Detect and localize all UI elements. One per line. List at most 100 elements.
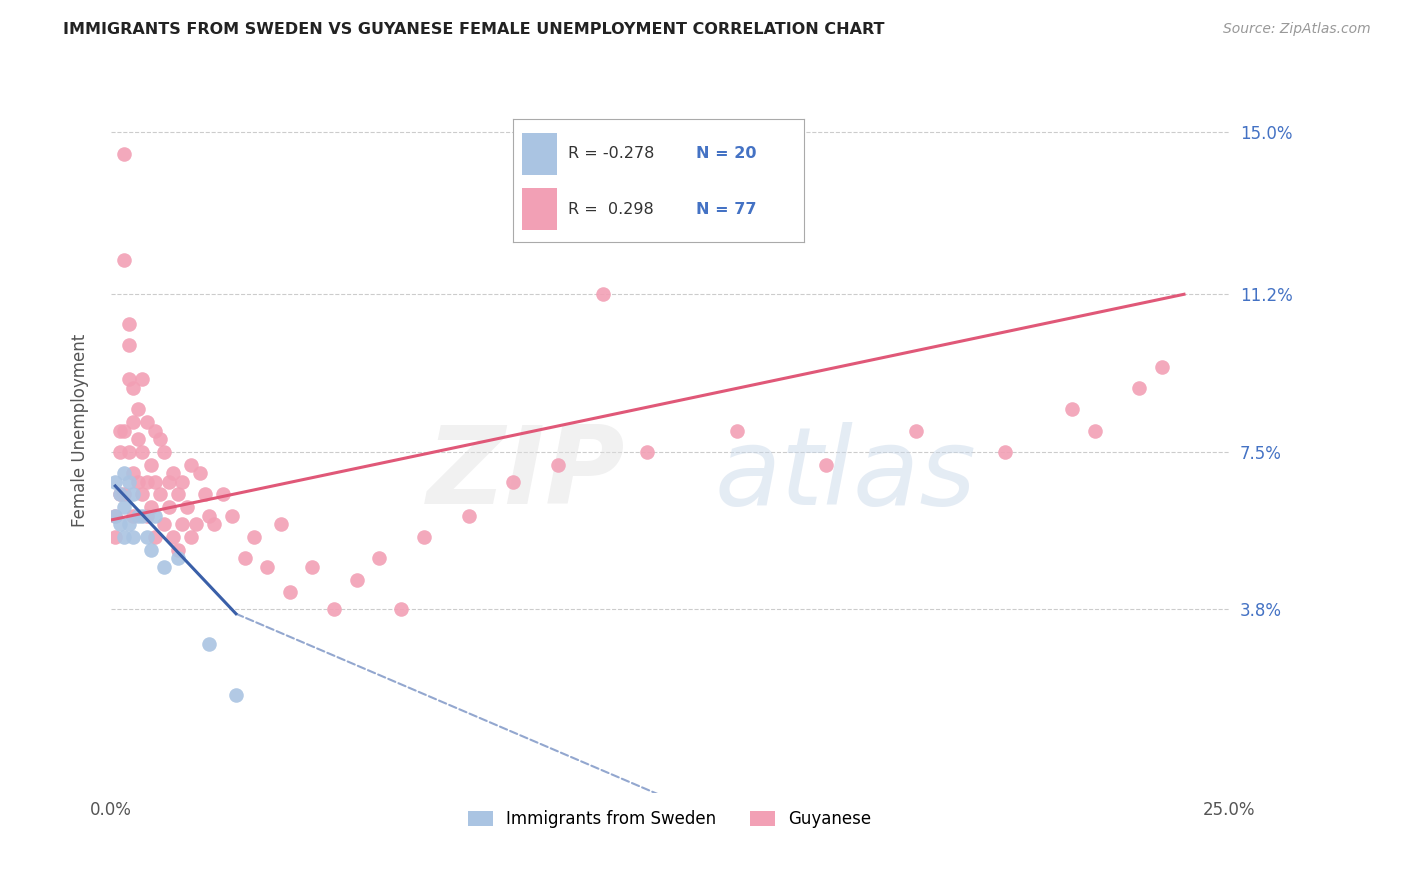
Point bbox=[135, 508, 157, 523]
Point bbox=[118, 517, 141, 532]
Point bbox=[592, 287, 614, 301]
Point bbox=[118, 338, 141, 352]
Point bbox=[112, 146, 135, 161]
Point bbox=[502, 475, 524, 489]
Point bbox=[391, 602, 413, 616]
Point bbox=[157, 475, 180, 489]
Point bbox=[323, 602, 346, 616]
Point bbox=[153, 560, 176, 574]
Point bbox=[172, 475, 194, 489]
Point bbox=[122, 415, 145, 429]
Point bbox=[162, 466, 184, 480]
Point bbox=[118, 445, 141, 459]
Point bbox=[131, 487, 153, 501]
Point bbox=[457, 508, 479, 523]
Point bbox=[270, 517, 292, 532]
Point bbox=[122, 508, 145, 523]
Text: ZIP: ZIP bbox=[426, 421, 626, 527]
Point bbox=[368, 551, 391, 566]
Point bbox=[118, 372, 141, 386]
Point bbox=[135, 415, 157, 429]
Point bbox=[139, 458, 162, 472]
Point bbox=[815, 458, 838, 472]
Point bbox=[127, 475, 149, 489]
Point bbox=[131, 508, 153, 523]
Point bbox=[166, 542, 188, 557]
Point bbox=[104, 475, 127, 489]
Point bbox=[211, 487, 233, 501]
Point bbox=[112, 487, 135, 501]
Point bbox=[412, 530, 434, 544]
Point bbox=[184, 517, 207, 532]
Point bbox=[194, 487, 217, 501]
Point bbox=[122, 487, 145, 501]
Point bbox=[278, 585, 301, 599]
Point bbox=[112, 253, 135, 268]
Point bbox=[139, 500, 162, 515]
Point bbox=[122, 381, 145, 395]
Point bbox=[153, 517, 176, 532]
Point bbox=[131, 445, 153, 459]
Legend: Immigrants from Sweden, Guyanese: Immigrants from Sweden, Guyanese bbox=[461, 804, 877, 835]
Point bbox=[202, 517, 225, 532]
Point bbox=[112, 466, 135, 480]
Point bbox=[127, 508, 149, 523]
Point bbox=[166, 551, 188, 566]
Point bbox=[145, 424, 167, 438]
Point bbox=[904, 424, 927, 438]
Point bbox=[112, 530, 135, 544]
Point bbox=[256, 560, 278, 574]
Point bbox=[131, 372, 153, 386]
Point bbox=[221, 508, 243, 523]
Point bbox=[112, 424, 135, 438]
Text: atlas: atlas bbox=[714, 422, 976, 526]
Point bbox=[157, 500, 180, 515]
Point bbox=[198, 508, 221, 523]
Point bbox=[225, 688, 247, 702]
Point bbox=[547, 458, 569, 472]
Point bbox=[108, 487, 131, 501]
Point bbox=[108, 487, 131, 501]
Point bbox=[149, 432, 172, 446]
Point bbox=[118, 475, 141, 489]
Point bbox=[994, 445, 1017, 459]
Point bbox=[145, 530, 167, 544]
Point bbox=[1083, 424, 1105, 438]
Point bbox=[135, 475, 157, 489]
Point bbox=[1062, 402, 1084, 417]
Point bbox=[636, 445, 658, 459]
Text: IMMIGRANTS FROM SWEDEN VS GUYANESE FEMALE UNEMPLOYMENT CORRELATION CHART: IMMIGRANTS FROM SWEDEN VS GUYANESE FEMAL… bbox=[63, 22, 884, 37]
Point bbox=[172, 517, 194, 532]
Point bbox=[127, 432, 149, 446]
Point bbox=[301, 560, 323, 574]
Point bbox=[127, 402, 149, 417]
Point bbox=[122, 466, 145, 480]
Point bbox=[166, 487, 188, 501]
Point bbox=[145, 508, 167, 523]
Point bbox=[725, 424, 748, 438]
Point bbox=[149, 487, 172, 501]
Point bbox=[145, 475, 167, 489]
Point bbox=[139, 542, 162, 557]
Point bbox=[180, 530, 202, 544]
Point bbox=[122, 530, 145, 544]
Point bbox=[135, 530, 157, 544]
Point bbox=[162, 530, 184, 544]
Point bbox=[112, 500, 135, 515]
Y-axis label: Female Unemployment: Female Unemployment bbox=[72, 334, 89, 527]
Point bbox=[104, 508, 127, 523]
Point bbox=[104, 508, 127, 523]
Point bbox=[198, 636, 221, 650]
Point bbox=[1150, 359, 1173, 374]
Text: Source: ZipAtlas.com: Source: ZipAtlas.com bbox=[1223, 22, 1371, 37]
Point bbox=[118, 317, 141, 331]
Point bbox=[188, 466, 211, 480]
Point bbox=[243, 530, 266, 544]
Point bbox=[108, 424, 131, 438]
Point bbox=[346, 573, 368, 587]
Point bbox=[153, 445, 176, 459]
Point bbox=[104, 530, 127, 544]
Point bbox=[1128, 381, 1150, 395]
Point bbox=[176, 500, 198, 515]
Point bbox=[233, 551, 256, 566]
